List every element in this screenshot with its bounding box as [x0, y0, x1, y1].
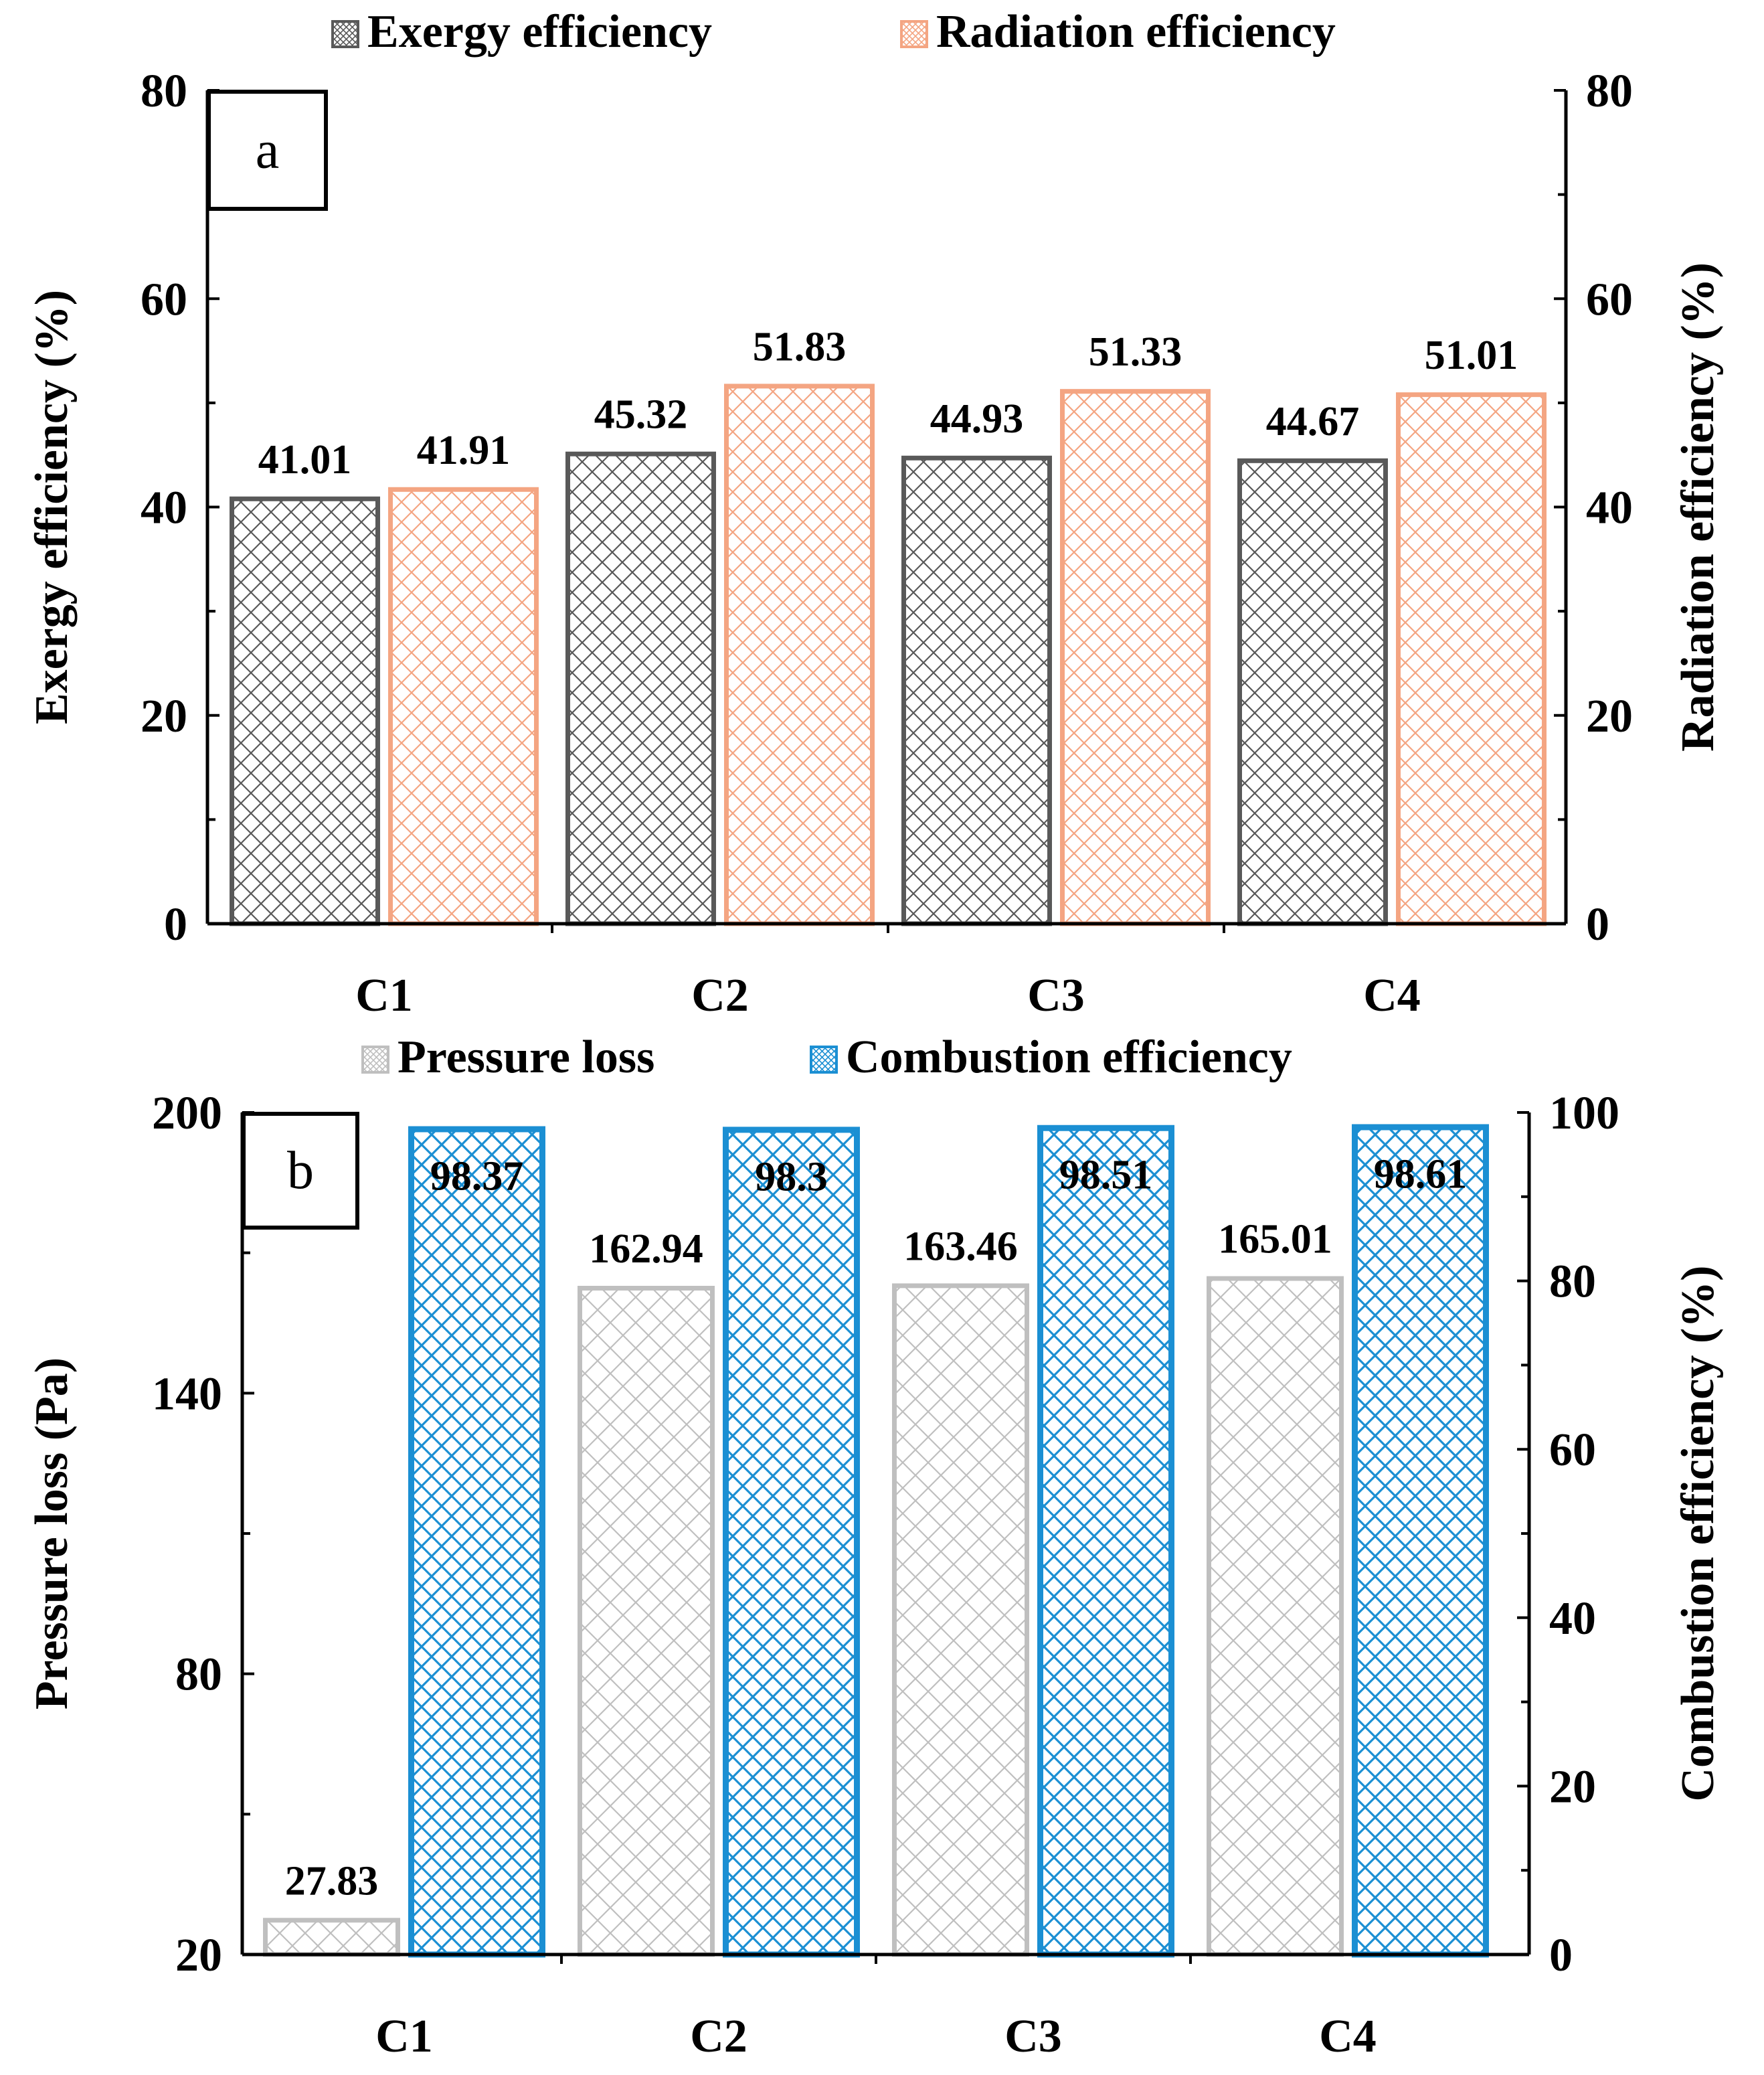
panel-label-box: b: [242, 1112, 359, 1230]
axes: 20 80 140 200 0 20 40 60 80 100: [152, 1088, 1619, 1981]
left-tick-label: 200: [152, 1088, 222, 1139]
right-tick-label: 0: [1586, 899, 1609, 950]
left-tick-label: 20: [141, 691, 187, 742]
left-tick-label: 80: [141, 66, 187, 117]
left-tick-label: 0: [164, 899, 187, 950]
x-tick-label: C4: [1363, 970, 1421, 1021]
legend-swatch-exergy-efficiency: [331, 20, 359, 48]
data-label: 165.01: [1218, 1217, 1332, 1262]
data-label: 44.93: [930, 396, 1024, 442]
panel-label-box: a: [207, 90, 328, 211]
bar-pressure-loss-c3: [892, 1283, 1029, 1957]
data-label: 51.01: [1425, 333, 1518, 378]
legend: Exergy efficiency Radiation efficiency: [331, 6, 1336, 58]
data-label: 51.33: [1089, 329, 1182, 375]
right-tick-label: 0: [1549, 1930, 1573, 1981]
data-label: 45.32: [594, 392, 688, 438]
right-tick-label: 80: [1549, 1256, 1596, 1308]
bar-exergy-efficiency-c3: [901, 455, 1052, 926]
right-tick-label: 40: [1586, 483, 1633, 534]
legend-label: Radiation efficiency: [936, 6, 1336, 58]
data-label: 51.83: [753, 324, 847, 369]
x-tick-label: C2: [690, 2011, 747, 2062]
right-tick-label: 20: [1586, 691, 1633, 742]
x-tick-label: C4: [1319, 2011, 1377, 2062]
legend-swatch-pressure-loss: [361, 1046, 389, 1074]
bar-pressure-loss-c2: [578, 1286, 715, 1957]
x-tick-label: C2: [691, 970, 749, 1021]
right-tick-label: 100: [1549, 1088, 1619, 1139]
bars: 41.01 41.91 45.32 51.83 44.93 51.33 44.67 51.01: [230, 324, 1547, 926]
left-axis-title: Exergy efficiency (%): [26, 290, 78, 724]
left-tick-label: 60: [141, 274, 187, 325]
bar-radiation-efficiency-c1: [388, 487, 539, 926]
data-label: 27.83: [285, 1858, 379, 1904]
bars: 27.83 98.37 162.94 98.3 163.46 98.51 165.01 98.…: [263, 1124, 1489, 1958]
data-label: 162.94: [589, 1226, 703, 1272]
bar-radiation-efficiency-c3: [1060, 389, 1211, 926]
bar-exergy-efficiency-c4: [1237, 458, 1388, 926]
right-tick-label: 80: [1586, 66, 1633, 117]
bar-exergy-efficiency-c1: [230, 496, 380, 926]
right-tick-label: 20: [1549, 1761, 1596, 1813]
bar-combustion-efficiency-c3: [1037, 1125, 1174, 1958]
right-tick-label: 40: [1549, 1593, 1596, 1645]
legend-swatch-radiation-efficiency: [900, 20, 928, 48]
right-tick-label: 60: [1549, 1424, 1596, 1476]
panel-a: 41.01 41.91 45.32 51.83 44.93 51.33 44.67 51.01…: [26, 6, 1724, 1021]
data-label: 98.3: [755, 1154, 828, 1199]
panel-label: b: [287, 1141, 314, 1200]
data-label: 163.46: [903, 1224, 1018, 1269]
x-tick-label: C1: [355, 970, 413, 1021]
data-label: 41.01: [258, 437, 352, 483]
left-tick-label: 80: [175, 1649, 222, 1701]
bar-combustion-efficiency-c1: [408, 1126, 545, 1958]
panel-b: 27.83 98.37 162.94 98.3 163.46 98.51 165.01 98.…: [26, 1031, 1724, 2062]
bar-pressure-loss-c4: [1207, 1276, 1344, 1957]
bar-combustion-efficiency-c4: [1352, 1124, 1489, 1958]
axes: 0 20 40 60 80 0 20 40 60 80: [141, 66, 1633, 950]
right-tick-label: 60: [1586, 274, 1633, 325]
data-label: 98.61: [1374, 1151, 1468, 1197]
bar-radiation-efficiency-c2: [724, 384, 875, 926]
data-label: 98.37: [430, 1154, 524, 1199]
data-label: 98.51: [1059, 1153, 1153, 1198]
bar-radiation-efficiency-c4: [1396, 392, 1547, 926]
left-tick-label: 20: [175, 1930, 222, 1981]
legend: Pressure loss Combustion efficiency: [361, 1031, 1292, 1083]
legend-label: Exergy efficiency: [367, 6, 712, 58]
left-tick-label: 140: [152, 1368, 222, 1420]
bar-combustion-efficiency-c2: [723, 1127, 860, 1958]
panel-label: a: [256, 121, 280, 180]
data-label: 44.67: [1266, 399, 1360, 444]
x-tick-label: C3: [1027, 970, 1085, 1021]
x-tick-label: C1: [375, 2011, 433, 2062]
legend-label: Pressure loss: [398, 1031, 654, 1083]
left-axis-title: Pressure loss (Pa): [26, 1357, 78, 1710]
x-tick-label: C3: [1004, 2011, 1062, 2062]
bar-exergy-efficiency-c2: [565, 451, 716, 926]
left-tick-label: 40: [141, 483, 187, 534]
right-axis-title: Combustion efficiency (%): [1672, 1265, 1724, 1801]
bar-pressure-loss-c1: [263, 1918, 400, 1957]
legend-swatch-combustion-efficiency: [810, 1046, 838, 1074]
data-label: 41.91: [417, 428, 511, 473]
legend-label: Combustion efficiency: [846, 1031, 1292, 1083]
right-axis-title: Radiation efficiency (%): [1672, 262, 1724, 752]
